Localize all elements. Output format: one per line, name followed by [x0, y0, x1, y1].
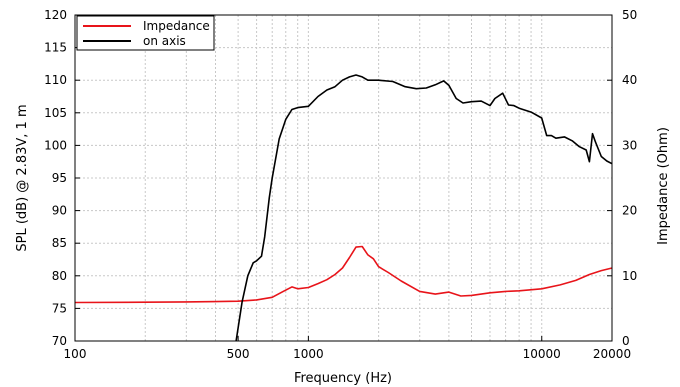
y-left-tick-label: 120 [44, 8, 67, 22]
y-left-tick-label: 115 [44, 41, 67, 55]
y-left-tick-label: 70 [52, 334, 67, 348]
y-left-tick-label: 90 [52, 204, 67, 218]
y-left-tick-label: 85 [52, 236, 67, 250]
y-left-tick-label: 110 [44, 73, 67, 87]
legend: Impedance on axis [76, 15, 215, 51]
y-axis-right: 0 10 20 30 40 50 [607, 8, 637, 348]
grid [75, 15, 612, 341]
y-left-tick-label: 105 [44, 106, 67, 120]
y-axis-left: 70 75 80 85 90 95 100 105 110 115 120 [44, 8, 80, 348]
x-tick-label: 500 [227, 347, 250, 361]
y-right-tick-label: 10 [622, 269, 637, 283]
x-axis-title: Frequency (Hz) [294, 371, 392, 386]
series-layer [74, 74, 613, 342]
y-right-tick-label: 20 [622, 204, 637, 218]
x-axis: 100 500 1000 10000 20000 [64, 336, 631, 361]
x-tick-label: 100 [64, 347, 87, 361]
x-tick-label: 1000 [293, 347, 324, 361]
y-axis-right-title: Impedance (Ohm) [656, 127, 671, 245]
y-left-tick-label: 100 [44, 138, 67, 152]
legend-label-on-axis: on axis [143, 34, 186, 48]
y-left-tick-label: 75 [52, 301, 67, 315]
series-line-on-axis [235, 74, 613, 342]
y-right-tick-label: 40 [622, 73, 637, 87]
series-line-impedance [74, 245, 613, 304]
y-axis-left-title: SPL (dB) @ 2.83V, 1 m [15, 104, 30, 251]
y-right-tick-label: 0 [622, 334, 630, 348]
y-left-tick-label: 95 [52, 171, 67, 185]
x-tick-label: 20000 [593, 347, 631, 361]
legend-box [76, 15, 215, 51]
legend-label-impedance: Impedance [143, 19, 210, 33]
y-left-tick-label: 80 [52, 269, 67, 283]
x-tick-label: 10000 [523, 347, 561, 361]
y-right-tick-label: 50 [622, 8, 637, 22]
y-right-tick-label: 30 [622, 138, 637, 152]
